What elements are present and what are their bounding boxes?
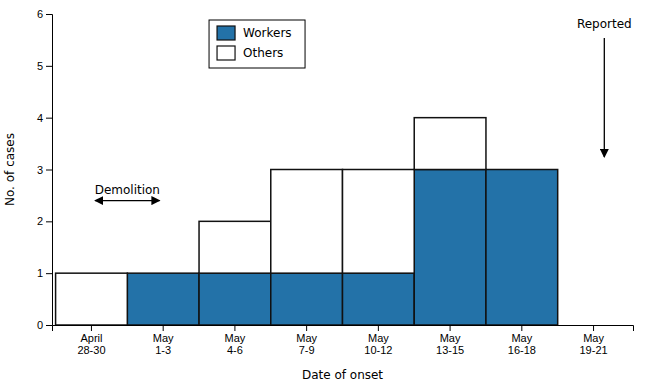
x-tick-label: May19-21 [579, 332, 607, 357]
y-tick-label: 5 [37, 60, 43, 72]
x-axis: April28-30 May1-3 May4-6 May7-9 May10-12 May1… [53, 325, 634, 356]
y-axis-title: No. of cases [3, 133, 17, 206]
y-tick-mark [46, 273, 52, 274]
bar [414, 118, 486, 170]
annotation-arrow [604, 38, 605, 157]
x-tick: May4-6 [225, 325, 246, 356]
y-tick-mark [46, 14, 52, 15]
y-tick-label: 0 [37, 319, 43, 331]
bar [486, 170, 558, 326]
chart: 0 1 2 3 4 5 6 April28-30 May1-3 May4-6 May7-9 May10… [0, 0, 647, 387]
x-tick-mark [450, 325, 451, 331]
legend-label: Workers [243, 26, 292, 40]
y-axis: 0 1 2 3 4 5 6 [37, 8, 53, 331]
y-tick-label: 3 [37, 164, 43, 176]
bar [56, 273, 128, 325]
bar-series [56, 118, 486, 325]
bar [343, 273, 415, 325]
x-tick-label: May13-15 [436, 332, 464, 357]
x-tick: May16-18 [508, 325, 536, 356]
legend-item: Others [217, 46, 283, 60]
y-tick: 6 [37, 8, 52, 20]
x-tick-label: May16-18 [508, 332, 536, 357]
legend-item: Workers [217, 26, 292, 40]
y-tick-mark [46, 170, 52, 171]
bar [199, 273, 271, 325]
y-tick: 1 [37, 267, 52, 279]
x-tick-label: April28-30 [77, 332, 105, 357]
x-tick-mark [593, 325, 594, 331]
x-tick: May19-21 [579, 325, 607, 356]
annotation-text: Reported [577, 17, 632, 31]
y-axis-line [46, 15, 53, 326]
x-tick-mark [163, 325, 164, 331]
x-tick-mark [378, 325, 379, 331]
legend-label: Others [243, 46, 283, 60]
y-tick-label: 1 [37, 267, 43, 279]
x-tick-label: May1-3 [153, 332, 174, 357]
bar [558, 324, 630, 325]
x-tick: May10-12 [364, 325, 392, 356]
x-tick-mark [91, 325, 92, 331]
x-tick-mark [234, 325, 235, 331]
legend-frame [209, 20, 305, 68]
bar [343, 170, 415, 274]
annotations: Demolition Reported [95, 17, 632, 201]
annotation-arrow [95, 200, 160, 201]
plot: 0 1 2 3 4 5 6 April28-30 May1-3 May4-6 May7-9 May10… [37, 8, 634, 356]
bar [486, 169, 558, 171]
x-tick-label: May7-9 [296, 332, 317, 357]
bar [199, 221, 271, 273]
x-tick: May7-9 [296, 325, 317, 356]
x-tick: May1-3 [153, 325, 174, 356]
y-tick-label: 2 [37, 215, 43, 227]
y-tick: 4 [37, 112, 52, 124]
x-tick-label: May10-12 [364, 332, 392, 357]
bar [558, 324, 630, 325]
y-tick: 0 [37, 319, 52, 331]
x-tick: April28-30 [77, 325, 105, 356]
annotation-text: Demolition [95, 183, 160, 197]
y-tick-mark [46, 221, 52, 222]
y-tick-mark [46, 325, 52, 326]
x-tick-mark [306, 325, 307, 331]
y-tick: 3 [37, 164, 52, 176]
bar [127, 272, 199, 274]
x-axis-title: Date of onset [302, 368, 383, 382]
y-tick-label: 4 [37, 112, 43, 124]
bar [271, 170, 343, 274]
bar [271, 273, 343, 325]
y-tick-mark [46, 66, 52, 67]
y-tick: 2 [37, 215, 52, 227]
x-axis-line [53, 326, 634, 332]
y-tick: 5 [37, 60, 52, 72]
y-tick-mark [46, 118, 52, 119]
x-tick-label: May4-6 [225, 332, 246, 357]
x-tick: May13-15 [436, 325, 464, 356]
bars [56, 118, 558, 325]
bar [414, 170, 486, 326]
bar [127, 273, 199, 325]
legend: Workers Others [209, 20, 305, 68]
legend-swatch [217, 46, 235, 60]
x-tick-mark [521, 325, 522, 331]
legend-swatch [217, 26, 235, 40]
y-tick-label: 6 [37, 8, 43, 20]
bar-series [127, 170, 557, 326]
